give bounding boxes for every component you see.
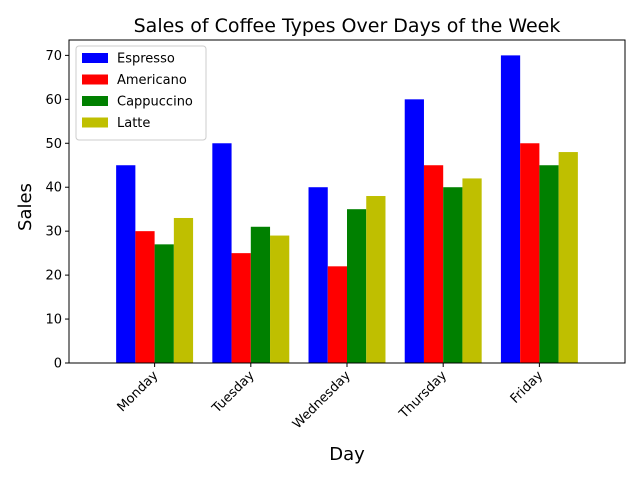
x-tick-label: Monday bbox=[115, 368, 162, 415]
y-tick-label: 20 bbox=[45, 269, 62, 284]
x-tick-label: Wednesday bbox=[290, 368, 354, 432]
legend-box bbox=[75, 45, 207, 141]
bar-americano-monday bbox=[135, 231, 155, 363]
bar-espresso-monday bbox=[116, 165, 136, 363]
x-axis: Monday Tuesday Wednesday Thursday Friday bbox=[115, 363, 547, 432]
legend-label-latte: Latte bbox=[117, 116, 150, 131]
y-axis: 0 10 20 30 40 50 60 70 bbox=[45, 49, 69, 372]
bar-espresso-friday bbox=[500, 55, 521, 363]
y-tick-label: 10 bbox=[45, 313, 62, 328]
bar-cappuccino-wednesday bbox=[347, 209, 367, 363]
bar-americano-wednesday bbox=[327, 266, 347, 363]
bar-americano-thursday bbox=[423, 165, 444, 363]
y-tick-label: 60 bbox=[45, 93, 62, 108]
bar-espresso-wednesday bbox=[308, 187, 328, 363]
bar-cappuccino-monday bbox=[154, 244, 174, 363]
bar-latte-friday bbox=[558, 152, 578, 363]
y-tick-label: 30 bbox=[45, 225, 62, 240]
bars-layer bbox=[116, 55, 578, 363]
bar-latte-wednesday bbox=[366, 196, 386, 363]
bar-cappuccino-thursday bbox=[443, 187, 463, 363]
legend-swatch-cappuccino bbox=[82, 96, 108, 106]
y-tick-label: 50 bbox=[45, 137, 62, 152]
legend-label-cappuccino: Cappuccino bbox=[117, 95, 193, 110]
bar-cappuccino-friday bbox=[539, 165, 559, 363]
x-axis-label: Day bbox=[329, 444, 365, 465]
y-tick-label: 40 bbox=[45, 181, 62, 196]
bar-cappuccino-tuesday bbox=[250, 226, 271, 363]
bar-espresso-tuesday bbox=[212, 143, 232, 363]
bar-latte-thursday bbox=[462, 178, 482, 363]
x-tick-label: Friday bbox=[508, 368, 547, 407]
legend-label-americano: Americano bbox=[117, 73, 187, 88]
legend: Espresso Americano Cappuccino Latte bbox=[75, 45, 207, 141]
y-tick-label: 0 bbox=[54, 357, 62, 372]
legend-swatch-americano bbox=[82, 74, 108, 85]
y-axis-label: Sales bbox=[15, 183, 36, 231]
bar-espresso-thursday bbox=[404, 99, 424, 363]
bar-latte-tuesday bbox=[270, 235, 290, 363]
bar-americano-tuesday bbox=[231, 253, 251, 363]
y-tick-label: 70 bbox=[45, 49, 62, 64]
x-tick-label: Thursday bbox=[396, 368, 450, 422]
x-tick-label: Tuesday bbox=[209, 368, 258, 417]
bar-latte-monday bbox=[173, 217, 194, 363]
legend-swatch-espresso bbox=[82, 53, 108, 63]
bar-americano-friday bbox=[520, 143, 540, 363]
chart-title: Sales of Coffee Types Over Days of the W… bbox=[134, 15, 561, 37]
legend-swatch-latte bbox=[82, 117, 108, 128]
legend-label-espresso: Espresso bbox=[117, 52, 175, 67]
